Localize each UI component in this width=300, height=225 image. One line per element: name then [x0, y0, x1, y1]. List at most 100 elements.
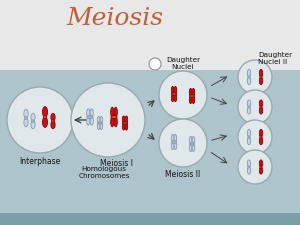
Text: Meiosis II: Meiosis II: [165, 170, 201, 179]
Ellipse shape: [114, 117, 117, 127]
Ellipse shape: [97, 117, 100, 123]
Ellipse shape: [171, 94, 174, 102]
Ellipse shape: [190, 95, 194, 97]
Ellipse shape: [91, 116, 93, 118]
Ellipse shape: [122, 122, 128, 124]
Ellipse shape: [97, 123, 100, 130]
Ellipse shape: [259, 100, 263, 107]
Ellipse shape: [248, 106, 250, 108]
Text: Interphase: Interphase: [20, 157, 61, 166]
Ellipse shape: [190, 143, 191, 145]
Ellipse shape: [31, 113, 35, 121]
Ellipse shape: [259, 107, 263, 114]
Ellipse shape: [193, 143, 194, 145]
Ellipse shape: [172, 93, 173, 95]
Ellipse shape: [100, 122, 102, 124]
Ellipse shape: [171, 142, 174, 150]
Ellipse shape: [247, 129, 251, 137]
Ellipse shape: [189, 136, 192, 144]
Ellipse shape: [24, 118, 28, 127]
Ellipse shape: [87, 109, 90, 117]
Ellipse shape: [172, 141, 176, 143]
Ellipse shape: [259, 160, 263, 167]
Ellipse shape: [125, 123, 128, 130]
Ellipse shape: [43, 107, 48, 117]
Ellipse shape: [247, 160, 251, 167]
Ellipse shape: [260, 166, 262, 168]
Ellipse shape: [259, 77, 263, 85]
Ellipse shape: [52, 120, 54, 122]
Ellipse shape: [259, 69, 263, 77]
Ellipse shape: [115, 115, 117, 119]
Ellipse shape: [260, 76, 262, 78]
Ellipse shape: [87, 116, 89, 118]
Circle shape: [159, 119, 207, 167]
Ellipse shape: [123, 122, 124, 124]
Ellipse shape: [122, 116, 125, 123]
Ellipse shape: [126, 122, 127, 124]
Ellipse shape: [98, 122, 103, 124]
Text: Meiosis I: Meiosis I: [100, 159, 133, 168]
Ellipse shape: [259, 129, 263, 137]
Ellipse shape: [192, 144, 195, 152]
Ellipse shape: [247, 69, 251, 77]
Ellipse shape: [247, 107, 251, 114]
Ellipse shape: [248, 136, 250, 138]
Ellipse shape: [247, 167, 251, 174]
Ellipse shape: [51, 113, 55, 121]
Ellipse shape: [189, 96, 192, 104]
Ellipse shape: [247, 100, 251, 107]
Ellipse shape: [32, 120, 34, 122]
Ellipse shape: [248, 166, 250, 168]
Ellipse shape: [111, 116, 117, 118]
Text: Meiosis: Meiosis: [66, 7, 164, 30]
Ellipse shape: [25, 117, 27, 119]
Ellipse shape: [100, 123, 103, 130]
Circle shape: [159, 71, 207, 119]
Ellipse shape: [87, 117, 90, 125]
Ellipse shape: [114, 107, 117, 117]
Ellipse shape: [111, 117, 114, 127]
Ellipse shape: [248, 76, 250, 78]
Ellipse shape: [172, 141, 173, 143]
Circle shape: [238, 150, 272, 184]
Ellipse shape: [174, 134, 177, 142]
Ellipse shape: [171, 134, 174, 142]
Ellipse shape: [31, 121, 35, 129]
Ellipse shape: [51, 121, 55, 129]
Circle shape: [238, 60, 272, 94]
Ellipse shape: [24, 109, 28, 118]
Circle shape: [149, 58, 161, 70]
Ellipse shape: [171, 86, 174, 94]
Text: Homologous
Chromosomes: Homologous Chromosomes: [78, 166, 130, 179]
Circle shape: [238, 90, 272, 124]
Ellipse shape: [122, 123, 125, 130]
Ellipse shape: [43, 117, 48, 127]
Ellipse shape: [247, 137, 251, 145]
Ellipse shape: [44, 115, 47, 119]
Circle shape: [71, 83, 145, 157]
Ellipse shape: [189, 88, 192, 96]
Text: Daughter
Nuclei II: Daughter Nuclei II: [258, 52, 292, 65]
Ellipse shape: [260, 106, 262, 108]
Circle shape: [7, 87, 73, 153]
Bar: [0, 0, 300, 70]
Ellipse shape: [259, 167, 263, 174]
Ellipse shape: [190, 143, 194, 145]
Ellipse shape: [247, 77, 251, 85]
Ellipse shape: [192, 88, 195, 96]
Ellipse shape: [189, 144, 192, 152]
Text: Daughter
Nuclei: Daughter Nuclei: [166, 57, 200, 70]
Ellipse shape: [174, 86, 177, 94]
Ellipse shape: [100, 117, 103, 123]
Ellipse shape: [98, 122, 99, 124]
Ellipse shape: [174, 94, 177, 102]
Ellipse shape: [192, 96, 195, 104]
Ellipse shape: [175, 141, 176, 143]
Ellipse shape: [172, 93, 176, 95]
Bar: [0, 213, 300, 225]
Ellipse shape: [111, 107, 114, 117]
Ellipse shape: [193, 95, 194, 97]
Ellipse shape: [87, 116, 93, 118]
Ellipse shape: [192, 136, 195, 144]
